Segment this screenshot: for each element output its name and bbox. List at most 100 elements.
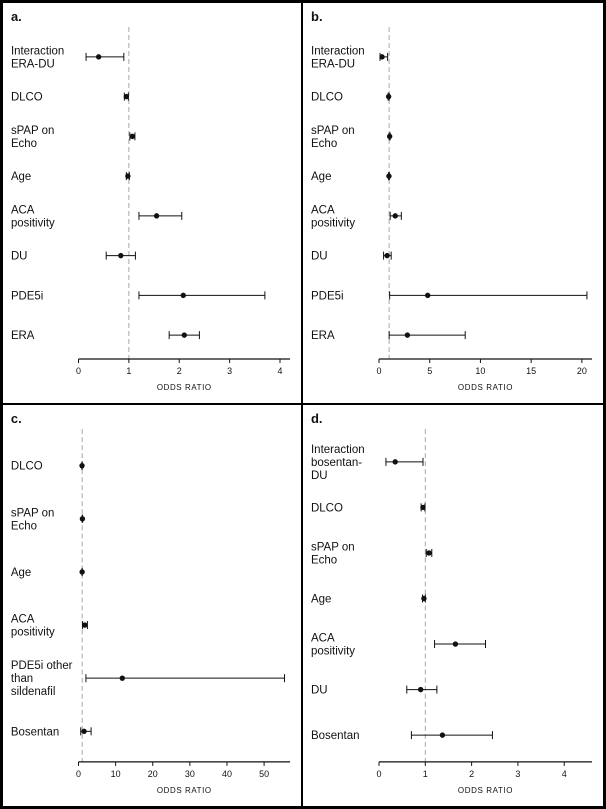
tick-label: 3 bbox=[515, 769, 520, 779]
point-marker bbox=[384, 252, 390, 259]
row-label: Age bbox=[311, 593, 331, 605]
forest-plot-d: d. Interaction bosentan-DU DLCO sPAP on Echo A… bbox=[311, 411, 592, 795]
error-bar bbox=[389, 211, 402, 220]
forest-plot-c: c. DLCO sPAP on Echo Age ACA positivity PDE5i o… bbox=[11, 411, 291, 795]
point-marker bbox=[386, 173, 392, 179]
x-axis: 0 10 20 30 40 50 ODDS RATIO bbox=[76, 761, 291, 795]
panel-b: b. Interaction ERA-DU DLCO sPAP on Echo Age ACA… bbox=[303, 3, 603, 405]
error-bar bbox=[80, 727, 92, 736]
point-marker bbox=[379, 54, 385, 60]
row-label: PDE5i bbox=[11, 290, 43, 302]
panel-a: a. Interaction ERA-DU DLCO sPAP on Echo Age ACA… bbox=[3, 3, 303, 405]
tick-label: 2 bbox=[177, 366, 182, 376]
tick-label: 0 bbox=[376, 366, 381, 376]
row-label: Age bbox=[11, 171, 31, 183]
point-marker bbox=[392, 213, 398, 219]
tick-label: 4 bbox=[278, 366, 283, 376]
panel-d: d. Interaction bosentan-DU DLCO sPAP on Echo A… bbox=[303, 405, 603, 806]
error-bar bbox=[82, 621, 88, 630]
tick-label: 0 bbox=[376, 769, 381, 779]
row-label: ACA positivity bbox=[311, 204, 355, 229]
row-label: Age bbox=[311, 171, 331, 183]
error-bar bbox=[386, 132, 393, 141]
error-bar bbox=[125, 172, 131, 181]
error-bar bbox=[138, 291, 266, 300]
point-marker bbox=[420, 504, 426, 511]
point-marker bbox=[153, 213, 160, 219]
tick-label: 50 bbox=[259, 769, 269, 779]
panel-label: c. bbox=[11, 411, 22, 426]
row-label: ACA positivity bbox=[311, 633, 355, 658]
error-bar bbox=[434, 640, 486, 649]
point-marker bbox=[439, 732, 446, 738]
error-bar bbox=[420, 503, 426, 512]
row-label: ACA positivity bbox=[11, 204, 55, 229]
row-label: ERA bbox=[311, 330, 335, 342]
error-bar bbox=[421, 594, 427, 603]
row-label: DLCO bbox=[11, 92, 43, 104]
axis-title: ODDS RATIO bbox=[157, 383, 212, 392]
row-label: DU bbox=[11, 251, 27, 263]
panel-label: b. bbox=[311, 9, 323, 24]
row-label: sPAP on Echo bbox=[311, 541, 355, 566]
point-marker bbox=[417, 686, 424, 693]
tick-label: 10 bbox=[475, 366, 485, 376]
error-bar bbox=[168, 331, 200, 340]
row-label: Bosentan bbox=[11, 726, 59, 738]
tick-label: 0 bbox=[76, 366, 81, 376]
point-marker bbox=[452, 641, 459, 647]
error-bar bbox=[389, 291, 588, 300]
error-bar bbox=[79, 567, 85, 576]
error-bar bbox=[406, 685, 438, 694]
point-marker bbox=[426, 550, 432, 556]
axis-title: ODDS RATIO bbox=[458, 383, 513, 392]
point-marker bbox=[79, 462, 85, 469]
tick-label: 15 bbox=[526, 366, 536, 376]
tick-label: 40 bbox=[222, 769, 232, 779]
point-marker bbox=[81, 728, 87, 735]
axis-title: ODDS RATIO bbox=[157, 786, 212, 795]
point-marker bbox=[404, 332, 411, 338]
point-marker bbox=[421, 595, 427, 602]
tick-label: 20 bbox=[148, 769, 158, 779]
tick-label: 1 bbox=[126, 366, 131, 376]
row-label: PDE5i bbox=[311, 290, 344, 302]
row-label: DU bbox=[311, 251, 328, 263]
panel-label: d. bbox=[311, 411, 323, 426]
row-label: Age bbox=[11, 567, 31, 579]
x-axis: 0 5 10 15 20 ODDS RATIO bbox=[376, 358, 592, 392]
row-label: PDE5i other than sildenafil bbox=[11, 660, 73, 698]
error-bar bbox=[425, 548, 433, 557]
error-bar bbox=[79, 514, 86, 523]
point-marker bbox=[424, 292, 431, 299]
x-axis: 0 1 2 3 4 ODDS RATIO bbox=[376, 761, 592, 795]
error-bar bbox=[385, 92, 392, 101]
error-bar bbox=[385, 457, 424, 466]
point-marker bbox=[125, 173, 131, 179]
error-bar bbox=[85, 674, 286, 683]
point-marker bbox=[392, 459, 398, 465]
point-marker bbox=[123, 93, 130, 100]
point-marker bbox=[95, 54, 102, 60]
error-bar bbox=[129, 132, 136, 141]
panel-c: c. DLCO sPAP on Echo Age ACA positivity PDE5i o… bbox=[3, 405, 303, 806]
point-marker bbox=[82, 622, 88, 628]
tick-label: 30 bbox=[185, 769, 195, 779]
row-label: sPAP on Echo bbox=[11, 507, 54, 532]
error-bar bbox=[79, 461, 85, 470]
tick-label: 0 bbox=[76, 769, 81, 779]
tick-label: 20 bbox=[577, 366, 587, 376]
error-bar bbox=[410, 731, 493, 740]
row-label: sPAP on Echo bbox=[11, 125, 54, 150]
row-label: Interaction ERA-DU bbox=[11, 45, 64, 70]
error-bar bbox=[379, 52, 389, 61]
axis-title: ODDS RATIO bbox=[458, 786, 513, 795]
x-axis: 0 1 2 3 4 ODDS RATIO bbox=[76, 358, 291, 392]
point-marker bbox=[385, 93, 392, 100]
point-marker bbox=[181, 332, 187, 338]
error-bar bbox=[388, 331, 466, 340]
point-marker bbox=[180, 292, 186, 299]
row-label: Interaction bosentan-DU bbox=[311, 444, 365, 482]
error-bar bbox=[85, 52, 125, 61]
